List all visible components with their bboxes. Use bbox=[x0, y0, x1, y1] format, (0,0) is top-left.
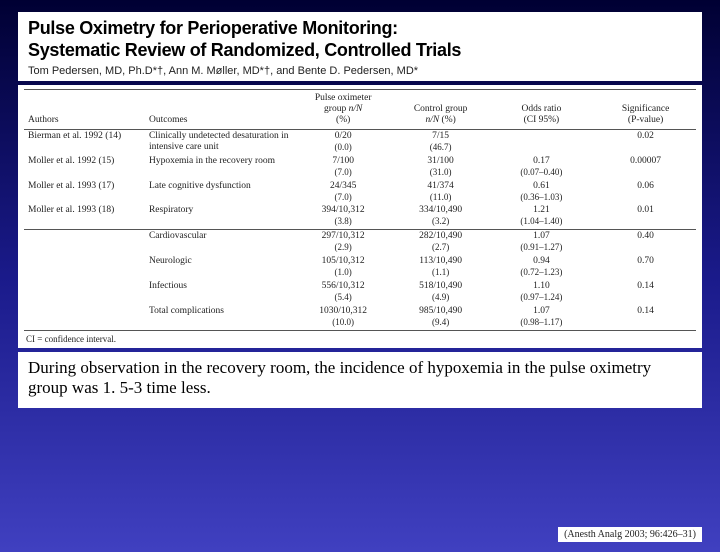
authors-line: Tom Pedersen, MD, Ph.D*†, Ann M. Møller,… bbox=[28, 65, 692, 77]
table-row: Cardiovascular 297/10,312(2.9) 282/10,49… bbox=[24, 230, 696, 255]
col-odds-ratio: Odds ratio(CI 95%) bbox=[488, 90, 596, 130]
table-row: Moller et al. 1992 (15) Hypoxemia in the… bbox=[24, 155, 696, 180]
table-header-row: Authors Outcomes Pulse oximetergroup n/N… bbox=[24, 90, 696, 130]
col-authors: Authors bbox=[24, 90, 145, 130]
data-table-panel: Authors Outcomes Pulse oximetergroup n/N… bbox=[18, 85, 702, 348]
col-outcomes: Outcomes bbox=[145, 90, 293, 130]
table-row: Infectious 556/10,312(5.4) 518/10,490(4.… bbox=[24, 280, 696, 305]
table-row: Total complications 1030/10,312(10.0) 98… bbox=[24, 305, 696, 330]
header-panel: Pulse Oximetry for Perioperative Monitor… bbox=[18, 12, 702, 81]
col-pulse-ox: Pulse oximetergroup n/N(%) bbox=[293, 90, 394, 130]
table-row: Moller et al. 1993 (17) Late cognitive d… bbox=[24, 180, 696, 205]
col-control: Control groupn/N (%) bbox=[394, 90, 488, 130]
table-row: Neurologic 105/10,312(1.0) 113/10,490(1.… bbox=[24, 255, 696, 280]
outcomes-table: Authors Outcomes Pulse oximetergroup n/N… bbox=[24, 89, 696, 331]
article-title: Pulse Oximetry for Perioperative Monitor… bbox=[28, 18, 692, 61]
table-row: Bierman et al. 1992 (14) Clinically unde… bbox=[24, 129, 696, 154]
table-footnote: CI = confidence interval. bbox=[24, 331, 696, 346]
caption-text: During observation in the recovery room,… bbox=[18, 352, 702, 409]
title-line-2: Systematic Review of Randomized, Control… bbox=[28, 40, 461, 60]
col-significance: Significance(P-value) bbox=[595, 90, 696, 130]
title-line-1: Pulse Oximetry for Perioperative Monitor… bbox=[28, 18, 398, 38]
table-body: Bierman et al. 1992 (14) Clinically unde… bbox=[24, 129, 696, 330]
table-row: Moller et al. 1993 (18) Respiratory 394/… bbox=[24, 204, 696, 229]
